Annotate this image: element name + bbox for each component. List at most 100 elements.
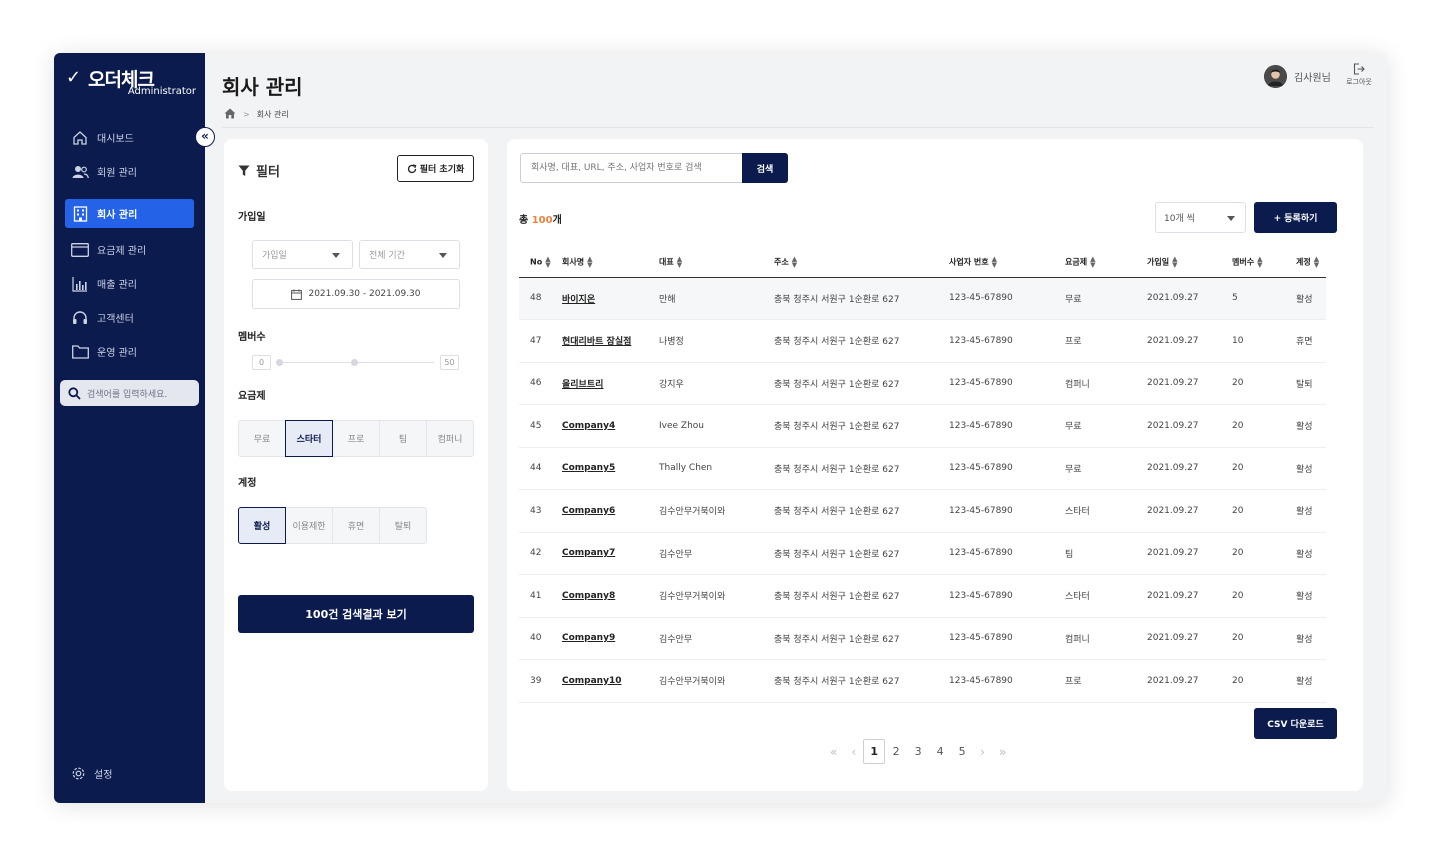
table-row[interactable]: 41 Company8 김수안무거북이와 충북 청주시 서원구 1순환로 627 123… [519,574,1326,618]
settings-link[interactable]: 설정 [71,766,112,781]
table-cell: 10 [1221,319,1285,363]
slider-handle-min[interactable] [276,359,283,366]
csv-download-button[interactable]: CSV 다운로드 [1254,708,1337,739]
show-results-button[interactable]: 100건 검색결과 보기 [238,595,474,633]
company-name-link[interactable]: Company5 [551,447,648,490]
logout-button[interactable]: 로그아웃 [1344,63,1374,87]
table-row[interactable]: 42 Company7 김수안무 충북 청주시 서원구 1순환로 627 123-45-… [519,532,1326,575]
table-row[interactable]: 48 바이지온 만해 충북 청주시 서원구 1순환로 627 123-45-67890 무… [519,277,1326,320]
search-icon [68,386,81,400]
sidebar-item-members[interactable]: 회원 관리 [65,157,194,186]
refresh-icon [407,163,417,174]
chart-icon [71,275,89,293]
sidebar-collapse-button[interactable]: « [195,127,215,147]
sidebar-item-sales[interactable]: 매출 관리 [65,269,194,298]
period-select[interactable]: 전체 기간 [359,240,460,269]
plan-option-free[interactable]: 무료 [238,420,286,457]
page-number[interactable]: 5 [958,745,966,758]
table-cell: 충북 청주시 서원구 1순환로 627 [763,659,938,703]
sidebar-item-dashboard[interactable]: 대시보드 [65,123,194,152]
plan-option-company[interactable]: 컴퍼니 [426,420,474,457]
company-name-link[interactable]: Company9 [551,617,648,660]
first-page-icon[interactable]: « [830,744,838,759]
header-divider [222,127,1374,128]
company-name-link[interactable]: Company4 [551,404,648,448]
account-option-restricted[interactable]: 이용제한 [285,507,333,544]
table-row[interactable]: 45 Company4 Ivee Zhou 충북 청주시 서원구 1순환로 627 12… [519,404,1326,448]
company-name-link[interactable]: 올리브트리 [551,362,648,405]
company-name-link[interactable]: 현대리바트 잠실점 [551,319,648,363]
sidebar-item-plans[interactable]: 요금제 관리 [65,235,194,264]
company-search-input[interactable] [520,153,743,183]
table-row[interactable]: 43 Company6 김수안무거북이와 충북 청주시 서원구 1순환로 627 123… [519,489,1326,533]
column-header[interactable]: 계정 ▲ ▼ [1285,247,1326,278]
date-range-picker[interactable]: 2021.09.30 - 2021.09.30 [252,279,460,309]
company-name-link[interactable]: Company10 [551,659,648,703]
next-page-icon[interactable]: › [980,744,985,759]
period-select-value: 전체 기간 [369,251,405,261]
sidebar-item-support[interactable]: 고객센터 [65,303,194,332]
column-header[interactable]: 사업자 번호 ▲ ▼ [938,247,1054,278]
table-cell: 활성 [1285,447,1326,490]
user-profile[interactable]: 김사원님 [1264,65,1331,88]
table-cell: 무료 [1054,277,1136,320]
table-cell: 스타터 [1054,489,1136,533]
company-name-link[interactable]: Company6 [551,489,648,533]
table-cell: 김수안무 [648,617,763,660]
account-option-dormant[interactable]: 휴면 [332,507,380,544]
page-size-value: 10개 씩 [1164,214,1195,224]
table-cell: 123-45-67890 [938,277,1054,320]
search-button[interactable]: 검색 [742,153,788,183]
slider-handle-max[interactable] [351,359,358,366]
column-header-label: 요금제 [1065,257,1088,267]
table-row[interactable]: 46 올리브트리 강지우 충북 청주시 서원구 1순환로 627 123-45-6789… [519,362,1326,405]
register-button[interactable]: + 등록하기 [1254,202,1337,233]
sidebar-item-label: 요금제 관리 [97,246,147,257]
members-max-value[interactable]: 50 [440,355,459,370]
column-header[interactable]: 가입일 ▲ ▼ [1136,247,1221,278]
table-cell: 휴면 [1285,319,1326,363]
sidebar-item-companies[interactable]: 회사 관리 [65,199,194,228]
plan-option-pro[interactable]: 프로 [332,420,380,457]
column-header[interactable]: 요금제 ▲ ▼ [1054,247,1136,278]
column-header[interactable]: 대표 ▲ ▼ [648,247,763,278]
table-row[interactable]: 40 Company9 김수안무 충북 청주시 서원구 1순환로 627 123-45-… [519,617,1326,660]
sidebar-item-operations[interactable]: 운영 관리 [65,337,194,366]
logo[interactable]: ✓ 오더체크 Administrator [66,65,196,99]
account-option-withdrawn[interactable]: 탈퇴 [379,507,427,544]
last-page-icon[interactable]: » [998,744,1007,759]
filter-reset-button[interactable]: 필터 초기화 [397,155,474,182]
page-number[interactable]: 2 [892,745,900,758]
table-row[interactable]: 47 현대리바트 잠실점 나병정 충북 청주시 서원구 1순환로 627 123-45-… [519,319,1326,363]
breadcrumb: > 회사 관리 [224,108,289,121]
company-name-link[interactable]: 바이지온 [551,277,648,320]
table-cell: 42 [519,532,551,575]
column-header[interactable]: No ▲ ▼ [519,247,551,278]
column-header[interactable]: 회사명 ▲ ▼ [551,247,648,278]
column-header[interactable]: 주소 ▲ ▼ [763,247,938,278]
join-date-select[interactable]: 가입일 [252,240,353,269]
sidebar-search[interactable]: 검색어를 입력하세요. [60,380,199,406]
plan-option-team[interactable]: 팀 [379,420,427,457]
page-number[interactable]: 1 [863,739,886,764]
table-cell: 충북 청주시 서원구 1순환로 627 [763,574,938,618]
table-cell: 충북 청주시 서원구 1순환로 627 [763,404,938,448]
members-min-value[interactable]: 0 [252,355,271,370]
members-range-slider[interactable]: 0 50 [252,355,460,371]
prev-page-icon[interactable]: ‹ [851,744,857,759]
page-number[interactable]: 3 [914,745,922,758]
account-option-active[interactable]: 활성 [238,507,286,544]
page-size-select[interactable]: 10개 씩 [1155,202,1246,233]
page-number[interactable]: 4 [936,745,944,758]
company-name-link[interactable]: Company7 [551,532,648,575]
column-header-label: 대표 [659,257,674,267]
table-row[interactable]: 44 Company5 Thally Chen 충북 청주시 서원구 1순환로 627… [519,447,1326,490]
table-cell: 2021.09.27 [1136,404,1221,448]
table-row[interactable]: 39 Company10 김수안무거북이와 충북 청주시 서원구 1순환로 627 12… [519,659,1326,703]
pagination: « ‹ 1 2 3 4 5 › » [823,739,1013,764]
home-breadcrumb-icon[interactable] [224,108,236,121]
table-cell: 김수안무거북이와 [648,574,763,618]
company-name-link[interactable]: Company8 [551,574,648,618]
column-header[interactable]: 멤버수 ▲ ▼ [1221,247,1285,278]
plan-option-starter[interactable]: 스타터 [285,420,333,457]
